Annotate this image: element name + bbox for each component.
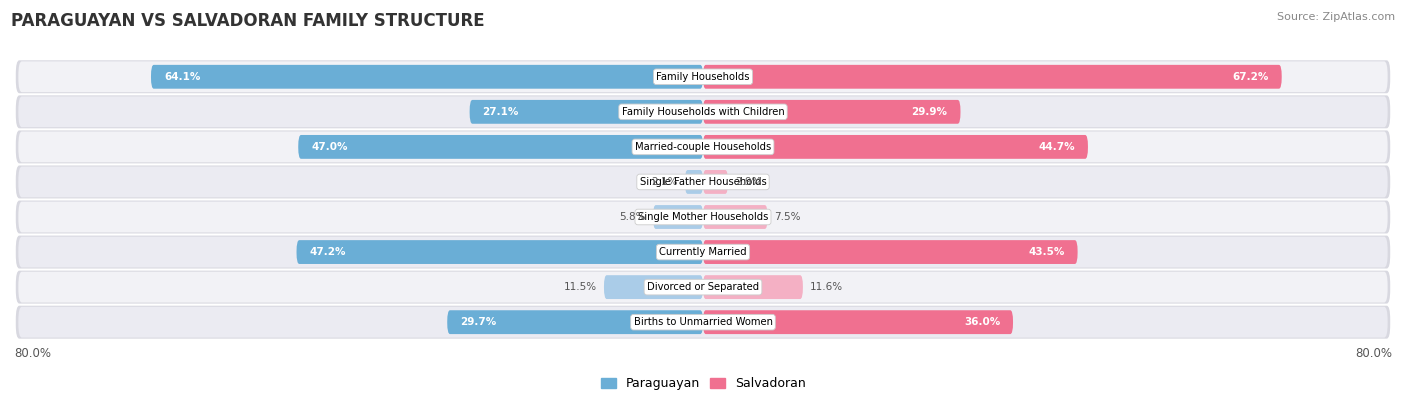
- FancyBboxPatch shape: [15, 95, 1391, 128]
- Text: 11.5%: 11.5%: [564, 282, 598, 292]
- FancyBboxPatch shape: [18, 96, 1388, 127]
- Text: Family Households: Family Households: [657, 72, 749, 82]
- Text: 44.7%: 44.7%: [1039, 142, 1076, 152]
- FancyBboxPatch shape: [297, 240, 703, 264]
- Text: 36.0%: 36.0%: [965, 317, 1000, 327]
- FancyBboxPatch shape: [18, 307, 1388, 338]
- Text: Single Mother Households: Single Mother Households: [638, 212, 768, 222]
- FancyBboxPatch shape: [703, 240, 1077, 264]
- Text: Source: ZipAtlas.com: Source: ZipAtlas.com: [1277, 12, 1395, 22]
- Text: 27.1%: 27.1%: [482, 107, 519, 117]
- Text: 2.1%: 2.1%: [651, 177, 678, 187]
- Text: 29.9%: 29.9%: [911, 107, 948, 117]
- Text: Divorced or Separated: Divorced or Separated: [647, 282, 759, 292]
- FancyBboxPatch shape: [150, 65, 703, 89]
- FancyBboxPatch shape: [18, 272, 1388, 303]
- FancyBboxPatch shape: [18, 167, 1388, 198]
- Text: 5.8%: 5.8%: [620, 212, 647, 222]
- Text: 80.0%: 80.0%: [1355, 348, 1392, 360]
- Text: 67.2%: 67.2%: [1233, 72, 1268, 82]
- FancyBboxPatch shape: [298, 135, 703, 159]
- Text: Family Households with Children: Family Households with Children: [621, 107, 785, 117]
- FancyBboxPatch shape: [18, 61, 1388, 92]
- Text: 11.6%: 11.6%: [810, 282, 844, 292]
- FancyBboxPatch shape: [605, 275, 703, 299]
- FancyBboxPatch shape: [18, 201, 1388, 232]
- Text: 47.2%: 47.2%: [309, 247, 346, 257]
- Text: 64.1%: 64.1%: [165, 72, 200, 82]
- FancyBboxPatch shape: [703, 310, 1012, 334]
- Text: 2.9%: 2.9%: [735, 177, 762, 187]
- Text: 43.5%: 43.5%: [1028, 247, 1064, 257]
- Text: Births to Unmarried Women: Births to Unmarried Women: [634, 317, 772, 327]
- FancyBboxPatch shape: [15, 235, 1391, 269]
- FancyBboxPatch shape: [470, 100, 703, 124]
- Text: PARAGUAYAN VS SALVADORAN FAMILY STRUCTURE: PARAGUAYAN VS SALVADORAN FAMILY STRUCTUR…: [11, 12, 485, 30]
- FancyBboxPatch shape: [15, 60, 1391, 93]
- FancyBboxPatch shape: [703, 65, 1282, 89]
- FancyBboxPatch shape: [18, 237, 1388, 267]
- FancyBboxPatch shape: [703, 135, 1088, 159]
- Text: 47.0%: 47.0%: [311, 142, 347, 152]
- Text: 80.0%: 80.0%: [14, 348, 51, 360]
- Text: Currently Married: Currently Married: [659, 247, 747, 257]
- FancyBboxPatch shape: [15, 271, 1391, 304]
- FancyBboxPatch shape: [18, 132, 1388, 162]
- Text: Married-couple Households: Married-couple Households: [636, 142, 770, 152]
- FancyBboxPatch shape: [15, 130, 1391, 164]
- FancyBboxPatch shape: [15, 166, 1391, 198]
- FancyBboxPatch shape: [685, 170, 703, 194]
- FancyBboxPatch shape: [703, 205, 768, 229]
- FancyBboxPatch shape: [652, 205, 703, 229]
- FancyBboxPatch shape: [703, 170, 728, 194]
- FancyBboxPatch shape: [703, 275, 803, 299]
- Legend: Paraguayan, Salvadoran: Paraguayan, Salvadoran: [596, 372, 810, 395]
- FancyBboxPatch shape: [447, 310, 703, 334]
- Text: 29.7%: 29.7%: [460, 317, 496, 327]
- FancyBboxPatch shape: [703, 100, 960, 124]
- Text: 7.5%: 7.5%: [775, 212, 801, 222]
- Text: Single Father Households: Single Father Households: [640, 177, 766, 187]
- FancyBboxPatch shape: [15, 306, 1391, 339]
- FancyBboxPatch shape: [15, 201, 1391, 233]
